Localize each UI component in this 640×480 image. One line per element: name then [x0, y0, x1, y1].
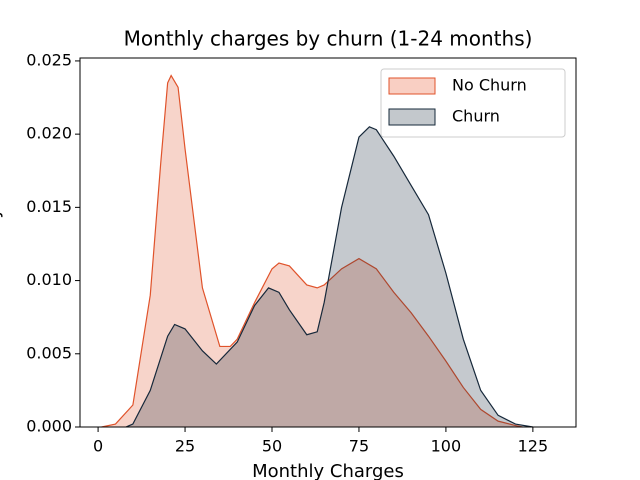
y-tick-label: 0.005	[26, 343, 72, 362]
legend-label: No Churn	[452, 76, 527, 95]
y-tick-label: 0.015	[26, 197, 72, 216]
density-line	[101, 74, 523, 428]
x-tick-label: 0	[93, 437, 103, 456]
x-tick-label: 50	[262, 437, 282, 456]
y-tick-label: 0.000	[26, 417, 72, 436]
y-axis-label: Density	[0, 207, 4, 276]
x-tick-label: 125	[518, 437, 549, 456]
x-tick-label: 25	[175, 437, 195, 456]
legend-swatch	[388, 77, 436, 95]
legend-swatch	[388, 108, 436, 126]
x-tick-label: 75	[349, 437, 369, 456]
chart-title: Monthly charges by churn (1-24 months)	[124, 27, 533, 51]
x-axis-label: Monthly Charges	[252, 461, 404, 480]
y-tick-label: 0.025	[26, 50, 72, 69]
x-tick-label: 100	[431, 437, 462, 456]
density-area	[101, 75, 523, 427]
legend-label: Churn	[452, 107, 500, 126]
density-line	[125, 126, 533, 428]
y-tick-label: 0.010	[26, 270, 72, 289]
plot-frame	[79, 57, 577, 428]
y-tick-label: 0.020	[26, 124, 72, 143]
